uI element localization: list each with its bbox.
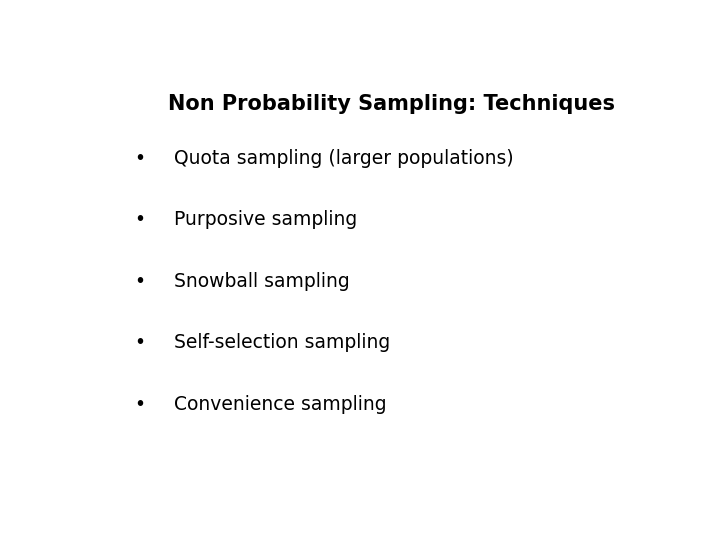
Text: •: • — [135, 272, 145, 291]
Text: Snowball sampling: Snowball sampling — [174, 272, 349, 291]
Text: •: • — [135, 395, 145, 414]
Text: Purposive sampling: Purposive sampling — [174, 211, 357, 229]
Text: Quota sampling (larger populations): Quota sampling (larger populations) — [174, 149, 513, 168]
Text: Non Probability Sampling: Techniques: Non Probability Sampling: Techniques — [168, 94, 615, 114]
Text: •: • — [135, 149, 145, 168]
Text: •: • — [135, 334, 145, 353]
Text: Self-selection sampling: Self-selection sampling — [174, 334, 390, 353]
Text: •: • — [135, 211, 145, 229]
Text: Convenience sampling: Convenience sampling — [174, 395, 387, 414]
